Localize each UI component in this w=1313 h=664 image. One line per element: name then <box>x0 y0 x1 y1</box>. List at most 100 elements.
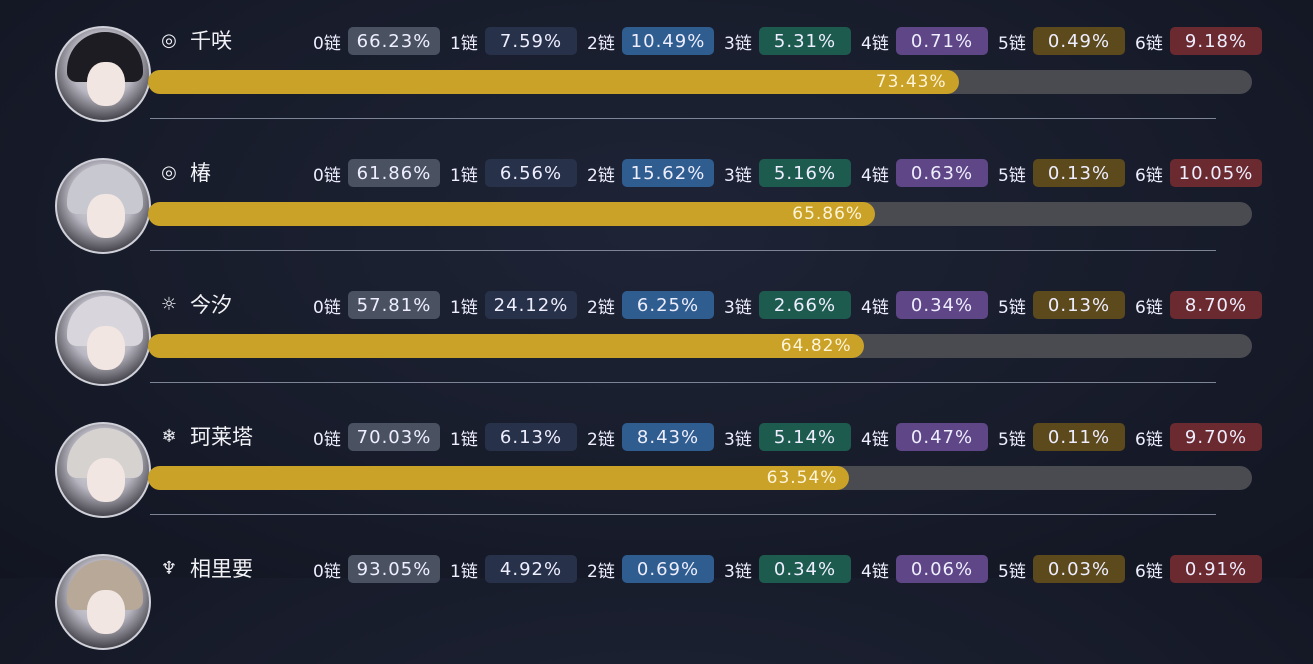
chain-rate-pill: 6.25% <box>622 291 714 319</box>
chain-label: 6链 <box>1135 561 1163 582</box>
chain-rate-pill: 6.56% <box>485 159 577 187</box>
chain-5-stat: 5链 0.11% <box>998 423 1125 451</box>
chain-1-stat: 1链 6.13% <box>450 423 577 451</box>
glacio-snowflake-icon: ❄ <box>161 426 177 447</box>
chain-label: 2链 <box>587 165 615 186</box>
ownership-percent: 63.54% <box>766 468 838 488</box>
chain-label: 3链 <box>724 165 752 186</box>
chain-5-stat: 5链 0.49% <box>998 27 1125 55</box>
chain-label: 4链 <box>861 165 889 186</box>
chain-label: 5链 <box>998 165 1026 186</box>
character-avatar <box>55 422 151 518</box>
chain-rate-pill: 0.13% <box>1033 291 1125 319</box>
chain-5-stat: 5链 0.13% <box>998 291 1125 319</box>
chain-label: 6链 <box>1135 429 1163 450</box>
chain-label: 5链 <box>998 561 1026 582</box>
chain-1-stat: 1链 24.12% <box>450 291 577 319</box>
chain-label: 1链 <box>450 165 478 186</box>
ownership-bar-fill: 65.86% <box>148 202 876 226</box>
chain-label: 1链 <box>450 297 478 318</box>
chain-label: 4链 <box>861 297 889 318</box>
chain-label: 0链 <box>313 33 341 54</box>
chain-rate-pill: 0.63% <box>896 159 988 187</box>
chain-0-stat: 0链 93.05% <box>313 555 440 583</box>
chain-0-stat: 0链 57.81% <box>313 291 440 319</box>
chain-rate-pill: 57.81% <box>348 291 440 319</box>
chain-label: 2链 <box>587 561 615 582</box>
chain-label: 0链 <box>313 561 341 582</box>
character-avatar <box>55 554 151 650</box>
chain-6-stat: 6链 0.91% <box>1135 555 1262 583</box>
chain-label: 4链 <box>861 33 889 54</box>
chain-rate-pill: 4.92% <box>485 555 577 583</box>
row-divider <box>150 382 1216 383</box>
chain-label: 0链 <box>313 297 341 318</box>
chain-rate-pill: 8.43% <box>622 423 714 451</box>
ownership-percent: 65.86% <box>792 204 864 224</box>
chain-rate-pill: 61.86% <box>348 159 440 187</box>
chain-rate-pill: 66.23% <box>348 27 440 55</box>
ownership-bar-track: 65.86% <box>148 202 1252 226</box>
chain-rate-pill: 9.70% <box>1170 423 1262 451</box>
chain-4-stat: 4链 0.47% <box>861 423 988 451</box>
row-divider <box>150 118 1216 119</box>
chain-rate-pill: 10.49% <box>622 27 714 55</box>
row-divider <box>150 514 1216 515</box>
character-avatar <box>55 158 151 254</box>
ownership-percent: 73.43% <box>875 72 947 92</box>
chain-rate-pill: 0.91% <box>1170 555 1262 583</box>
chain-4-stat: 4链 0.06% <box>861 555 988 583</box>
chain-rate-pill: 9.18% <box>1170 27 1262 55</box>
chain-rate-pill: 6.13% <box>485 423 577 451</box>
chain-rate-pill: 0.47% <box>896 423 988 451</box>
chain-2-stat: 2链 0.69% <box>587 555 714 583</box>
havoc-spiral-icon: ◎ <box>161 30 177 51</box>
chain-4-stat: 4链 0.34% <box>861 291 988 319</box>
ownership-percent: 64.82% <box>780 336 852 356</box>
character-name: 相里要 <box>190 557 253 581</box>
chain-label: 0链 <box>313 429 341 450</box>
electro-icon: ♆ <box>160 558 178 579</box>
chain-6-stat: 6链 9.18% <box>1135 27 1262 55</box>
spectro-sun-icon: ☼ <box>160 294 178 315</box>
chain-label: 3链 <box>724 297 752 318</box>
chain-1-stat: 1链 6.56% <box>450 159 577 187</box>
chain-label: 1链 <box>450 561 478 582</box>
ownership-bar-fill: 64.82% <box>148 334 864 358</box>
chain-label: 6链 <box>1135 33 1163 54</box>
chain-3-stat: 3链 5.14% <box>724 423 851 451</box>
chain-5-stat: 5链 0.13% <box>998 159 1125 187</box>
chain-rate-pill: 7.59% <box>485 27 577 55</box>
ownership-bar-fill: 73.43% <box>148 70 959 94</box>
chain-label: 1链 <box>450 429 478 450</box>
ownership-bar-track: 73.43% <box>148 70 1252 94</box>
chain-2-stat: 2链 8.43% <box>587 423 714 451</box>
character-row: ◎ 椿 0链 61.86% 1链 6.56% 2链 15.62% 3链 5.16% 4链 0.63%… <box>0 136 1313 268</box>
chain-label: 2链 <box>587 297 615 318</box>
character-name: 今汐 <box>190 293 232 317</box>
chain-label: 5链 <box>998 297 1026 318</box>
chain-rate-pill: 0.71% <box>896 27 988 55</box>
character-row: ◎ 千咲 0链 66.23% 1链 7.59% 2链 10.49% 3链 5.31% 4链 0.71… <box>0 4 1313 136</box>
chain-label: 2链 <box>587 429 615 450</box>
chain-rate-pill: 5.16% <box>759 159 851 187</box>
character-avatar <box>55 290 151 386</box>
chain-rate-pill: 5.31% <box>759 27 851 55</box>
chain-rate-pill: 0.11% <box>1033 423 1125 451</box>
chain-5-stat: 5链 0.03% <box>998 555 1125 583</box>
chain-6-stat: 6链 8.70% <box>1135 291 1262 319</box>
chain-label: 2链 <box>587 33 615 54</box>
chain-label: 6链 <box>1135 297 1163 318</box>
character-row: ♆ 相里要 0链 93.05% 1链 4.92% 2链 0.69% 3链 0.34% 4链 0.06… <box>0 532 1313 664</box>
chain-rate-pill: 8.70% <box>1170 291 1262 319</box>
chain-rate-pill: 15.62% <box>622 159 714 187</box>
chain-1-stat: 1链 7.59% <box>450 27 577 55</box>
chain-label: 5链 <box>998 429 1026 450</box>
chain-2-stat: 2链 10.49% <box>587 27 714 55</box>
character-avatar <box>55 26 151 122</box>
chain-4-stat: 4链 0.63% <box>861 159 988 187</box>
chain-rate-pill: 0.13% <box>1033 159 1125 187</box>
chain-rate-pill: 10.05% <box>1170 159 1262 187</box>
chain-1-stat: 1链 4.92% <box>450 555 577 583</box>
chain-rate-pill: 0.34% <box>896 291 988 319</box>
